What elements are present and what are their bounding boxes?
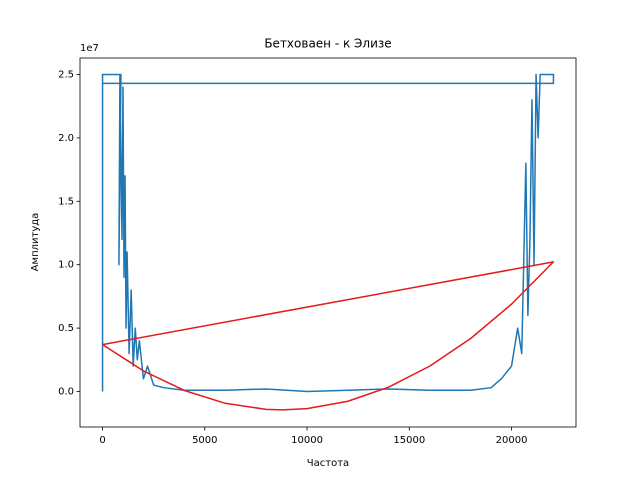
y-offset-label: 1e7 xyxy=(80,43,99,54)
y-tick-label: 2.0 xyxy=(58,133,74,144)
x-tick-label: 0 xyxy=(99,435,105,446)
y-tick-label: 2.5 xyxy=(58,69,74,80)
x-tick-label: 10000 xyxy=(291,435,323,446)
y-tick-label: 1.5 xyxy=(58,196,74,207)
x-tick-label: 5000 xyxy=(192,435,217,446)
x-tick-label: 15000 xyxy=(393,435,425,446)
x-axis-label: Частота xyxy=(307,458,349,469)
plot-frame xyxy=(79,57,577,428)
y-tick-label: 1.0 xyxy=(58,260,74,271)
chart-title: Бетховаен - к Элизе xyxy=(264,37,391,51)
y-tick-label: 0.5 xyxy=(58,323,74,334)
data-line xyxy=(102,261,555,411)
data-line xyxy=(101,73,555,393)
y-tick-label: 0.0 xyxy=(58,386,74,397)
x-tick-label: 20000 xyxy=(496,435,528,446)
y-axis-label: Амплитуда xyxy=(30,213,41,272)
